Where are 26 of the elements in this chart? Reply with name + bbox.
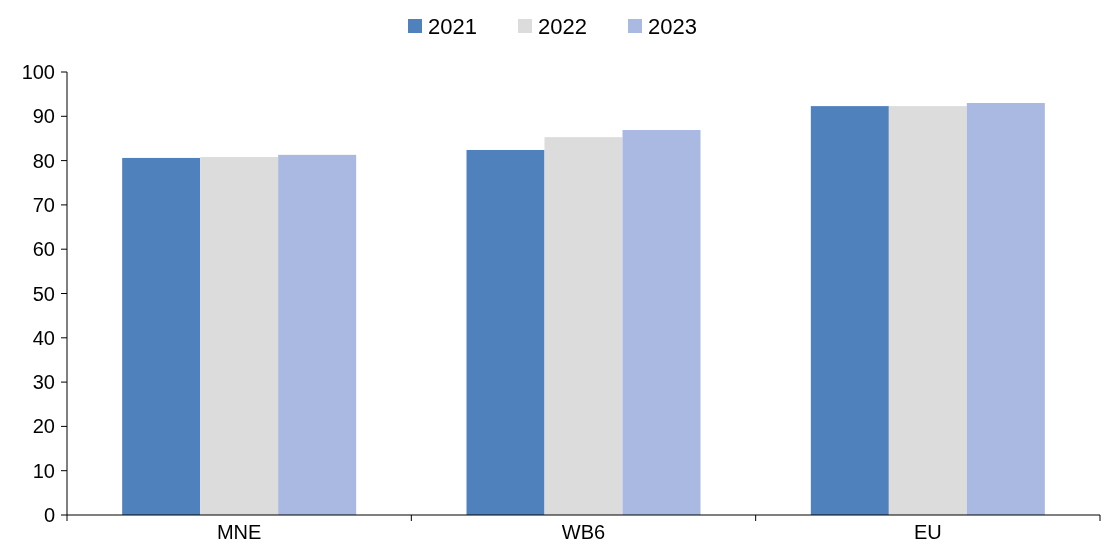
bar xyxy=(122,157,201,515)
y-tick-label: 50 xyxy=(32,282,55,305)
y-tick-label: 90 xyxy=(32,105,55,128)
y-tick-label: 70 xyxy=(32,193,55,216)
bar xyxy=(200,157,279,515)
legend-label: 2022 xyxy=(538,13,587,39)
y-tick-label: 10 xyxy=(32,459,55,482)
y-tick-label: 60 xyxy=(32,238,55,261)
bar xyxy=(544,137,623,515)
y-tick-label: 30 xyxy=(32,371,55,394)
bar xyxy=(466,149,545,515)
bar xyxy=(888,106,967,515)
y-tick-label: 0 xyxy=(43,504,55,526)
y-tick-label: 20 xyxy=(32,415,55,438)
y-tick-label: 80 xyxy=(32,149,55,172)
bar xyxy=(622,130,701,515)
x-tick-label: WB6 xyxy=(561,521,606,543)
legend-label: 2021 xyxy=(428,13,477,39)
bar xyxy=(278,154,357,515)
y-tick-label: 40 xyxy=(32,326,55,349)
y-tick-label: 100 xyxy=(21,61,55,83)
legend-label: 2023 xyxy=(648,13,697,39)
x-tick-label: MNE xyxy=(216,521,262,543)
x-tick-label: EU xyxy=(913,521,942,543)
bar xyxy=(810,106,889,515)
bar xyxy=(966,103,1045,515)
